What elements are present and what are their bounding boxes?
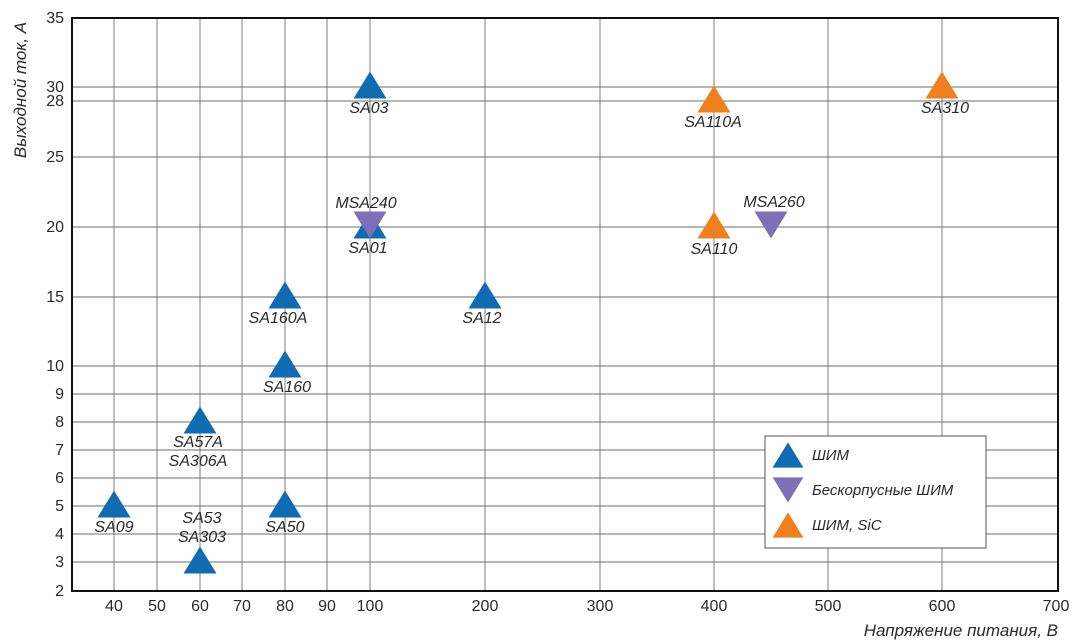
x-tick-label: 200 — [472, 598, 499, 615]
data-points: SA09 SA57A SA306A SA53 SA303 SA50 SA160 SA160A S… — [94, 71, 969, 574]
data-point-marker — [353, 211, 387, 239]
y-tick-label: 6 — [55, 470, 64, 487]
data-point-label: SA310 — [921, 100, 969, 117]
x-tick-label: 100 — [357, 598, 384, 615]
data-point-label: MSA240 — [335, 195, 396, 212]
x-tick-label: 80 — [276, 598, 294, 615]
x-tick-label: 60 — [191, 598, 209, 615]
y-tick-label: 2 — [55, 583, 64, 600]
data-point-label: SA50 — [265, 519, 304, 536]
x-tick-label: 400 — [701, 598, 728, 615]
x-axis-label: Напряжение питания, В — [864, 621, 1058, 640]
data-point-label: SA09 — [94, 519, 133, 536]
data-point-label: SA303 — [178, 529, 226, 546]
x-tick-label: 90 — [318, 598, 336, 615]
x-tick-label: 70 — [233, 598, 251, 615]
data-point-label: MSA260 — [743, 194, 804, 211]
data-point-label: SA160 — [263, 379, 311, 396]
legend-marker — [772, 442, 804, 468]
data-point-marker — [183, 546, 217, 574]
data-point-label: SA160A — [249, 310, 308, 327]
data-point-label: SA03 — [349, 100, 388, 117]
y-tick-label: 8 — [55, 414, 64, 431]
y-tick-label: 25 — [46, 149, 64, 166]
legend-label: ШИМ — [812, 447, 850, 464]
x-tick-label: 50 — [148, 598, 166, 615]
legend-box — [764, 435, 987, 549]
data-point-marker — [268, 350, 302, 378]
data-point-label: SA110 — [691, 241, 738, 258]
data-point-label: SA110A — [684, 114, 742, 131]
y-tick-label: 15 — [46, 289, 64, 306]
y-tick-label: 28 — [46, 93, 64, 110]
data-point-marker — [754, 211, 788, 239]
y-tick-label: 4 — [55, 526, 64, 543]
y-tick-label: 9 — [55, 386, 64, 403]
data-point-marker — [268, 281, 302, 309]
y-tick-label: 35 — [46, 10, 64, 27]
data-point-label: SA01 — [348, 240, 387, 257]
x-tick-label: 600 — [929, 598, 956, 615]
x-tick-label: 700 — [1043, 598, 1070, 615]
y-tick-label: 3 — [55, 554, 64, 571]
legend-label: Бескорпусные ШИМ — [812, 482, 954, 499]
x-tick-label: 40 — [105, 598, 123, 615]
legend-marker — [772, 477, 804, 503]
legend: ШИМ Бескорпусные ШИМ ШИМ, SiC — [764, 435, 987, 549]
tick-labels: 40 50 60 70 80 90 100 200 300 400 500 600 700 2 3 4 5 6 7 8… — [46, 10, 1069, 615]
legend-marker — [772, 512, 804, 538]
data-point-marker — [468, 281, 502, 309]
data-point-marker — [925, 71, 959, 99]
y-tick-label: 5 — [55, 498, 64, 515]
data-point-marker — [697, 85, 731, 113]
y-axis-label: Выходной ток, А — [11, 22, 30, 158]
plot-frame — [71, 17, 1059, 592]
y-tick-label: 10 — [46, 358, 64, 375]
data-point-label: SA57A — [173, 434, 223, 451]
y-tick-label: 7 — [55, 442, 64, 459]
data-point-marker — [353, 71, 387, 99]
data-point-marker — [697, 211, 731, 239]
data-point-label: SA306A — [169, 453, 228, 470]
x-tick-label: 300 — [587, 598, 614, 615]
data-point-marker — [183, 406, 217, 434]
y-tick-label: 20 — [46, 219, 64, 236]
data-point-marker — [97, 490, 131, 518]
data-point-label: SA12 — [462, 310, 501, 327]
data-point-marker — [268, 490, 302, 518]
legend-label: ШИМ, SiC — [812, 517, 882, 534]
data-point-label: SA53 — [182, 510, 221, 527]
x-tick-label: 500 — [815, 598, 842, 615]
y-tick-label: 30 — [46, 79, 64, 96]
